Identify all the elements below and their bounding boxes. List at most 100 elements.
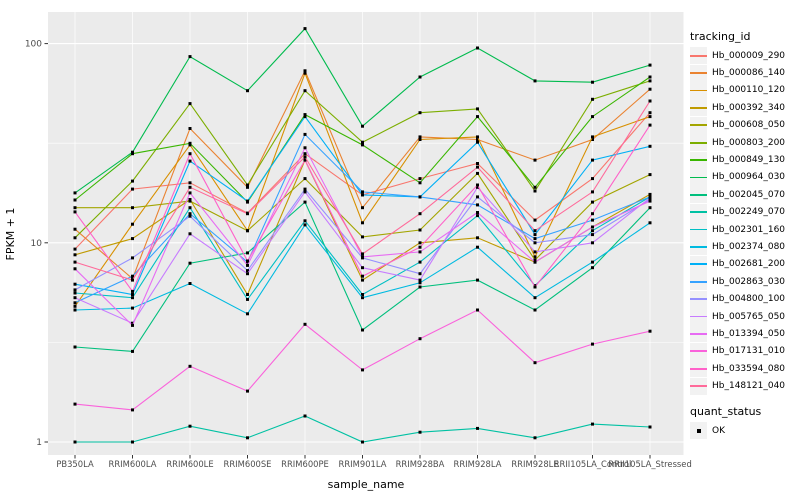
legend-entry-label: Hb_148121_040 [712,381,786,392]
legend-entry-label: Hb_002301_160 [712,224,786,235]
legend-entry: Hb_005765_050 [690,308,798,326]
line-swatch-icon [690,186,707,204]
legend-entry-label: Hb_013394_050 [712,328,786,339]
series-line-Hb_017131_010 [73,308,652,412]
y-tick-label: 1 [36,438,42,448]
legend-entry: Hb_000392_340 [690,99,798,117]
series-line-Hb_002374_080 [73,221,652,316]
legend-entry-label: Hb_004800_100 [712,294,786,305]
legend-entry: Hb_002045_070 [690,186,798,204]
legend-entry-label: Hb_002374_080 [712,241,786,252]
legend-title-tracking-id: tracking_id [690,30,751,43]
y-tick-label: 100 [25,40,42,50]
legend-entry: Hb_017131_010 [690,342,798,360]
series-line-Hb_013394_050 [73,146,652,327]
legend-entry: Hb_002249_070 [690,203,798,221]
legend-entry-label: Hb_002045_070 [712,189,786,200]
legend-entry-label: Hb_000110_120 [712,85,786,96]
legend-entry-label: Hb_005765_050 [712,311,786,322]
x-tick-label: RRIM600PE [281,459,329,469]
x-tick-label: RRIM600SE [224,459,272,469]
legend-entry-label: OK [712,425,725,436]
x-tick-label: RRII105LA_Stressed [608,459,692,469]
legend-entry-label: Hb_017131_010 [712,346,786,357]
line-swatch-icon [690,273,707,291]
legend-entry-label: Hb_033594_080 [712,363,786,374]
legend-entry-label: Hb_000964_030 [712,172,786,183]
legend-entry-label: Hb_000803_200 [712,137,786,148]
legend-entry: Hb_148121_040 [690,377,798,395]
legend-entry: Hb_000964_030 [690,168,798,186]
legend-entry: Hb_033594_080 [690,360,798,378]
x-tick-label: RRIM928BA [396,459,445,469]
legend-entry: Hb_002301_160 [690,221,798,239]
series-line-Hb_000608_050 [73,171,652,262]
series-line-Hb_033594_080 [73,123,652,293]
legend-entry: Hb_000009_290 [690,47,798,65]
legend-entry: Hb_000086_140 [690,64,798,82]
line-swatch-icon [690,99,707,117]
legend-entry: Hb_000110_120 [690,81,798,99]
line-swatch-icon [690,342,707,360]
line-swatch-icon [690,134,707,152]
legend-entry: Hb_002863_030 [690,273,798,291]
line-swatch-icon [690,116,707,134]
line-swatch-icon [690,221,707,239]
line-swatch-icon [690,308,707,326]
legend-entries: Hb_000009_290 Hb_000086_140 Hb_000110_120 H… [690,47,798,395]
legend-entry: Hb_000849_130 [690,151,798,169]
series-line-Hb_000803_200 [73,79,652,240]
plot-panel [48,12,684,455]
legend-entry-label: Hb_000009_290 [712,50,786,61]
series-line-Hb_005765_050 [73,185,652,325]
series-line-Hb_000849_130 [73,75,652,204]
y-axis-title: FPKM + 1 [4,208,17,261]
legend-title-quant-status: quant_status [690,404,762,418]
legend: tracking_id Hb_000009_290 Hb_000086_140 Hb… [690,30,798,439]
legend-entry: Hb_013394_050 [690,325,798,343]
line-swatch-icon [690,151,707,169]
x-tick-label: PB350LA [56,459,94,469]
x-axis-title: sample_name [328,478,405,491]
legend-entry: Hb_002374_080 [690,238,798,256]
legend-entry-label: Hb_002681_200 [712,259,786,270]
legend-entry-label: Hb_000086_140 [712,68,786,79]
ok-square-icon [690,422,707,439]
series-line-Hb_000110_120 [73,71,652,308]
line-swatch-icon [690,255,707,273]
x-tick-label: RRIM928LE [511,459,558,469]
legend-entry-label: Hb_002249_070 [712,207,786,218]
series-line-Hb_000964_030 [73,27,652,195]
legend-block-quant-status: quant_status OK [690,405,798,439]
line-swatch-icon [690,238,707,256]
x-tick-label: RRIM600LE [166,459,213,469]
line-swatch-icon [690,47,707,65]
line-swatch-icon [690,168,707,186]
legend-entry: Hb_002681_200 [690,255,798,273]
legend-entry-label: Hb_000608_050 [712,120,786,131]
legend-entry-label: Hb_000392_340 [712,102,786,113]
legend-entry: Hb_000803_200 [690,134,798,152]
legend-entry-label: Hb_000849_130 [712,155,786,166]
series-line-Hb_002045_070 [73,200,652,353]
line-swatch-icon [690,377,707,395]
x-tick-label: RRIM600LA [109,459,157,469]
line-swatch-icon [690,64,707,82]
x-tick-label: RRII105LA_Control [554,459,632,469]
legend-entry: Hb_004800_100 [690,290,798,308]
x-tick-label: RRIM901LA [339,459,387,469]
y-tick-label: 10 [31,239,43,249]
series-lines [73,27,652,444]
axis-ticks: 1 10 100 PB350LA RRIM600LA RRIM600LE RRIM600SE… [25,40,692,469]
series-line-Hb_148121_040 [73,99,652,282]
series-line-Hb_002249_070 [73,414,652,444]
x-tick-label: RRIM928LA [454,459,502,469]
series-line-Hb_000086_140 [73,69,652,281]
line-swatch-icon [690,360,707,378]
legend-entry-ok: OK [690,422,798,439]
legend-entry-label: Hb_002863_030 [712,276,786,287]
line-swatch-icon [690,81,707,99]
legend-entry: Hb_000608_050 [690,116,798,134]
